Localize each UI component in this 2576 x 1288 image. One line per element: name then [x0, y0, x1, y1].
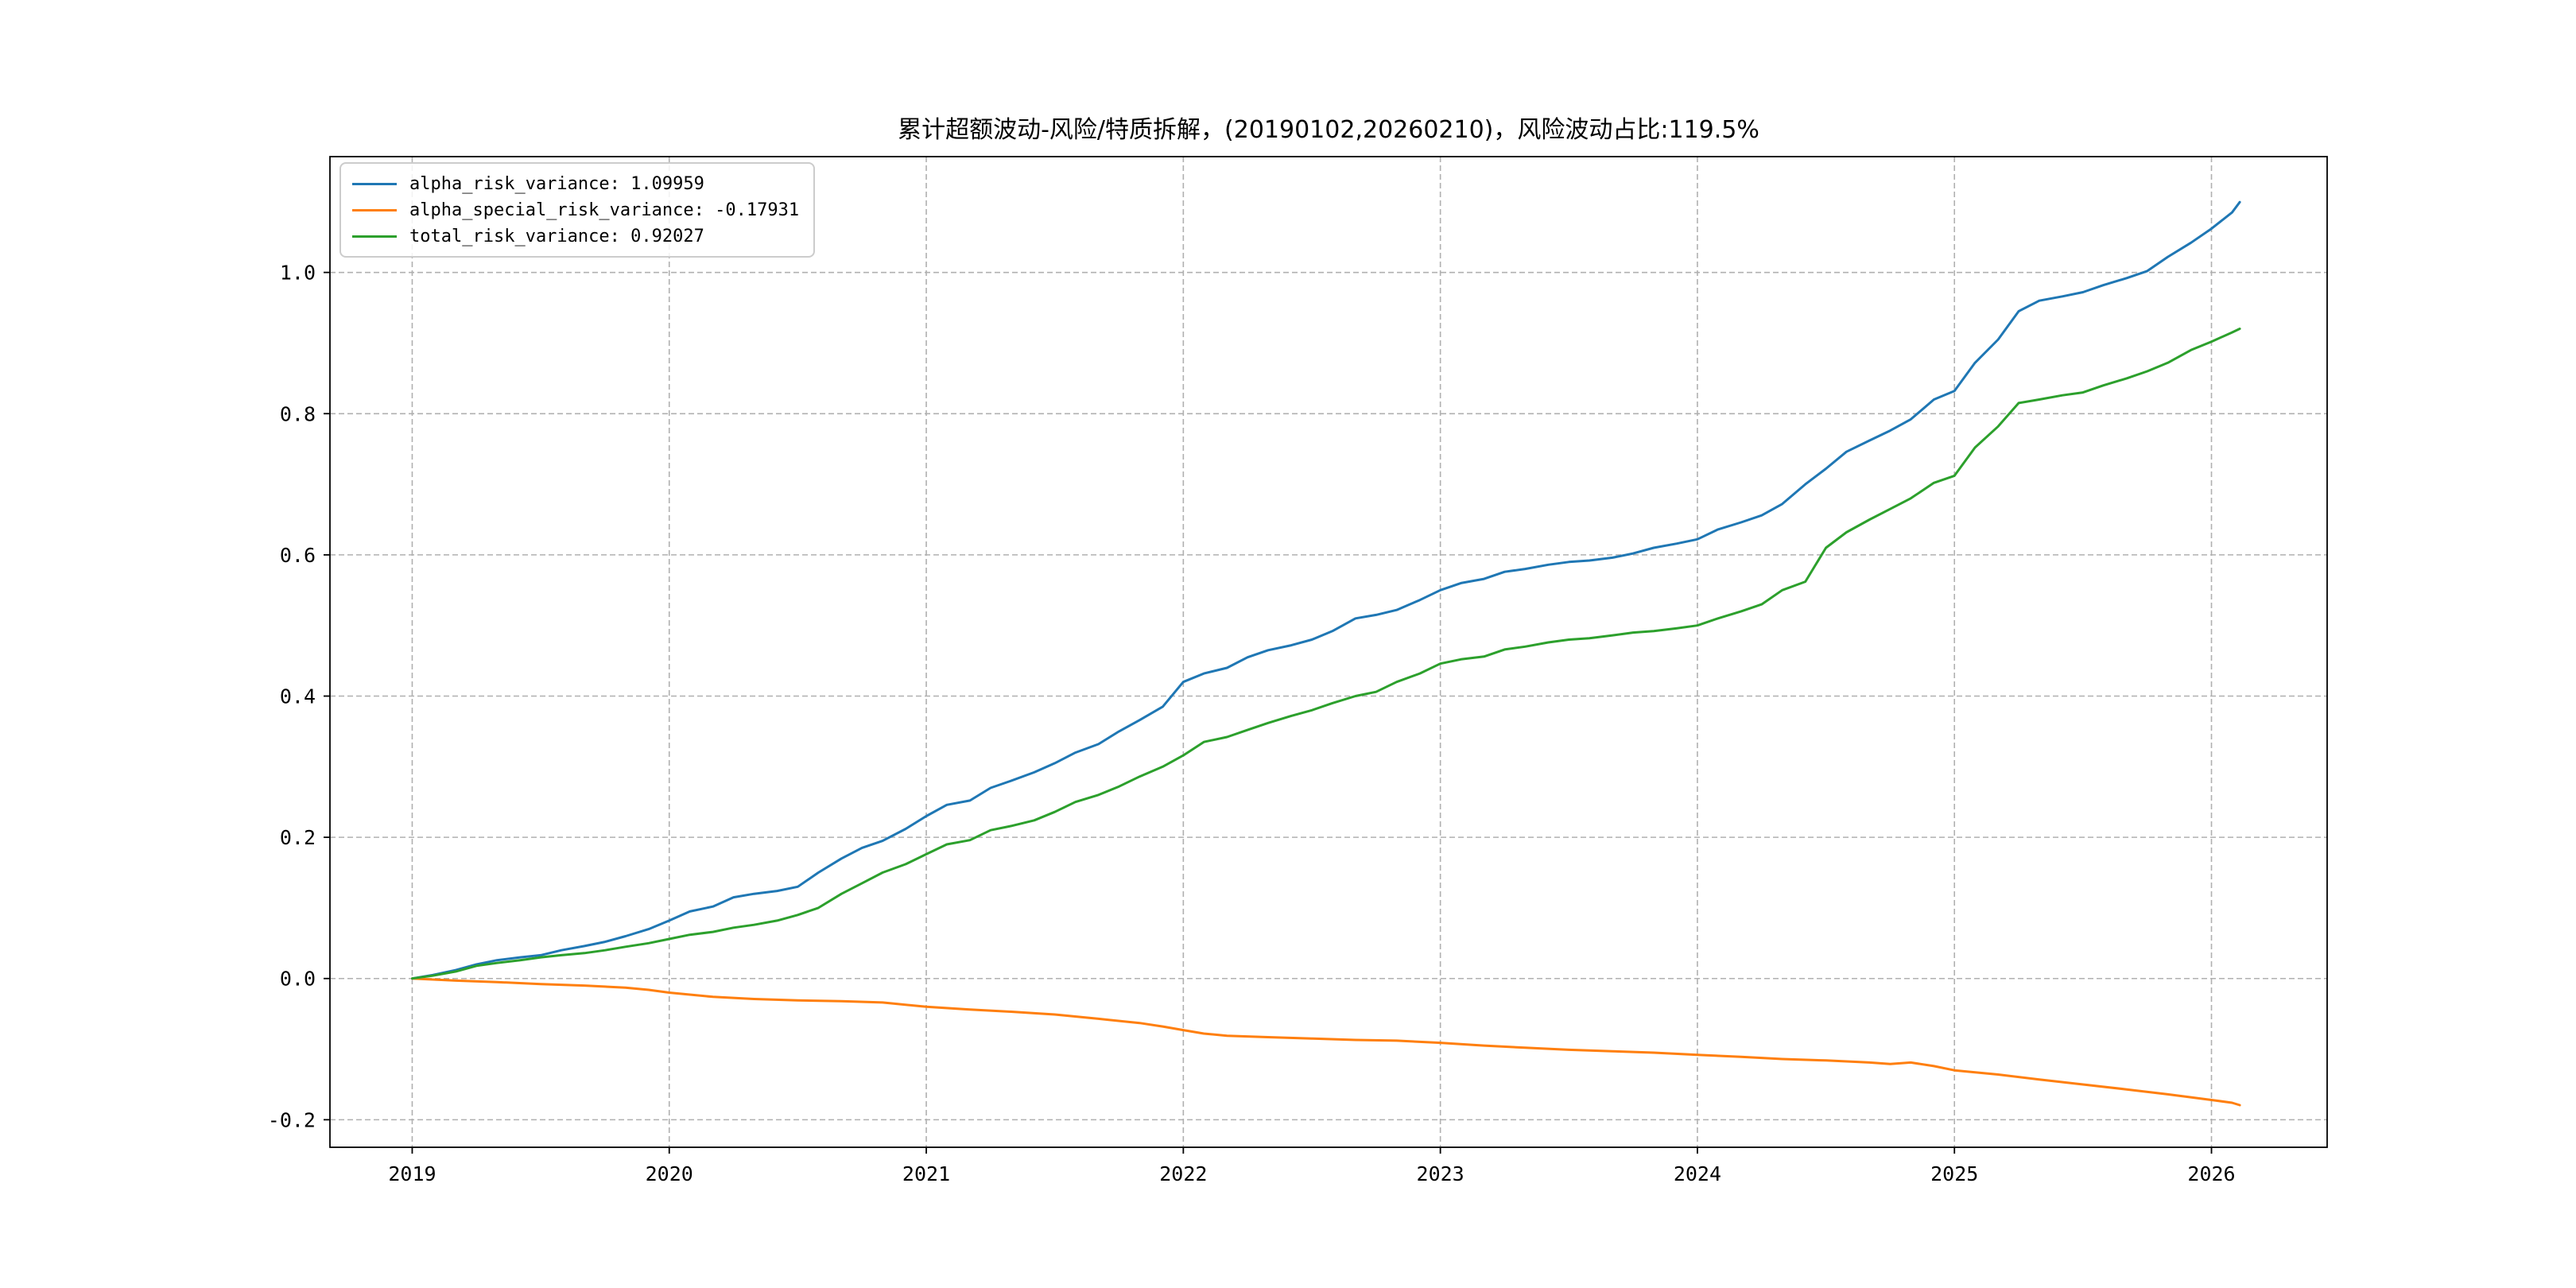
y-tick-label: 0.8: [280, 402, 316, 425]
axes-border: [329, 156, 2328, 1148]
x-tick-label: 2022: [1159, 1162, 1207, 1185]
y-tick-label: 1.0: [280, 262, 316, 285]
y-tick-label: 0.2: [280, 826, 316, 849]
legend-label: alpha_risk_variance: 1.09959: [409, 173, 704, 194]
series-line-alpha_risk_variance: [411, 200, 2241, 980]
y-tick-label: 0.4: [280, 685, 316, 708]
x-tick-label: 2024: [1674, 1162, 1721, 1185]
legend-label: alpha_special_risk_variance: -0.17931: [409, 200, 800, 220]
x-tick-label: 2020: [646, 1162, 693, 1185]
legend-swatch-alpha-special-risk-variance: [352, 208, 397, 211]
legend-item: total_risk_variance: 0.92027: [352, 224, 799, 248]
legend-item: alpha_risk_variance: 1.09959: [352, 172, 799, 196]
chart-title: 累计超额波动-风险/特质拆解，(20190102,20260210)，风险波动占…: [898, 116, 1759, 144]
series-line-total_risk_variance: [411, 328, 2241, 980]
legend-item: alpha_special_risk_variance: -0.17931: [352, 198, 799, 222]
x-tick-label: 2019: [388, 1162, 436, 1185]
x-tick-label: 2023: [1417, 1162, 1465, 1185]
x-tick-label: 2025: [1930, 1162, 1978, 1185]
legend-swatch-alpha-risk-variance: [352, 182, 397, 185]
y-tick-label: -0.2: [268, 1108, 316, 1131]
legend: alpha_risk_variance: 1.09959 alpha_speci…: [339, 162, 816, 258]
x-tick-label: 2026: [2187, 1162, 2235, 1185]
y-tick-label: 0.6: [280, 544, 316, 567]
legend-swatch-total-risk-variance: [352, 235, 397, 238]
y-tick-label: 0.0: [280, 968, 316, 991]
series-line-alpha_special_risk_variance: [411, 977, 2241, 1107]
x-tick-label: 2021: [902, 1162, 950, 1185]
legend-label: total_risk_variance: 0.92027: [409, 226, 704, 246]
